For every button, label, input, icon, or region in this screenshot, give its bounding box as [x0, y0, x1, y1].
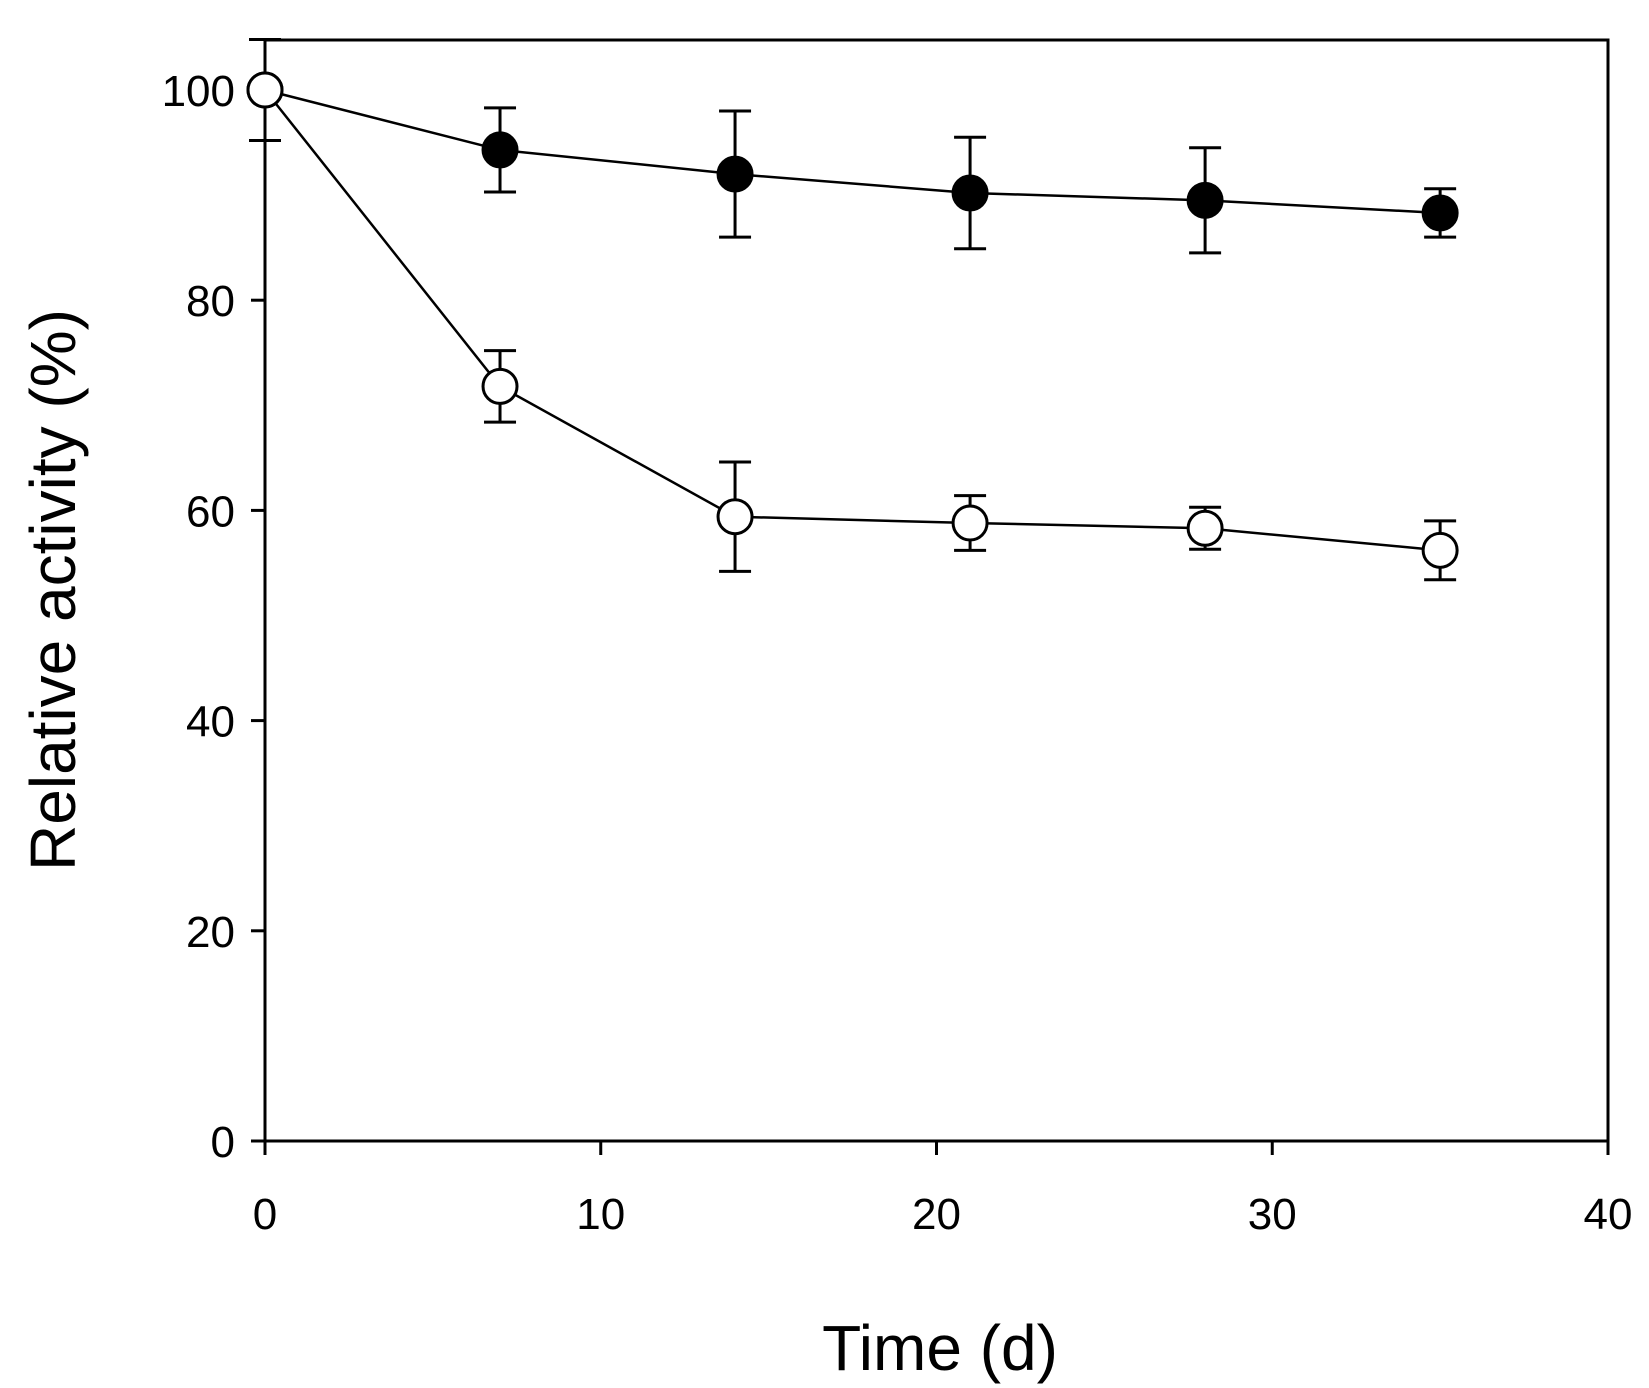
x-axis-title: Time (d): [822, 1312, 1058, 1384]
data-point: [951, 174, 989, 212]
x-tick-label: 40: [1584, 1190, 1633, 1239]
x-tick-label: 20: [912, 1190, 961, 1239]
data-point: [1421, 194, 1459, 232]
series-line: [264, 88, 1441, 215]
data-point: [716, 155, 754, 193]
data-point: [1186, 509, 1224, 547]
y-axis: 0 20 40 60 80 100: [162, 67, 265, 1167]
series-2: [246, 71, 1459, 582]
x-tick-label: 0: [253, 1190, 277, 1239]
series-1: [246, 38, 1459, 255]
y-axis-title: Relative activity (%): [17, 309, 89, 871]
data-point: [481, 131, 519, 169]
y-tick-label: 20: [186, 908, 235, 957]
series-line: [264, 89, 1441, 552]
series-layer: [246, 38, 1459, 582]
y-tick-label: 0: [211, 1118, 235, 1167]
data-point: [246, 71, 284, 109]
plot-border: [263, 38, 1610, 1143]
y-tick-label: 80: [186, 277, 235, 326]
y-tick-label: 100: [162, 67, 235, 116]
data-point: [716, 498, 754, 536]
y-tick-label: 60: [186, 487, 235, 536]
x-tick-label: 30: [1248, 1190, 1297, 1239]
y-tick-label: 40: [186, 698, 235, 747]
plot-frame: [263, 38, 1610, 1143]
x-tick-label: 10: [576, 1190, 625, 1239]
x-axis: 0 10 20 30 40: [253, 1141, 1633, 1239]
data-point: [481, 367, 519, 405]
data-point: [1421, 531, 1459, 569]
data-point: [1186, 181, 1224, 219]
data-point: [951, 504, 989, 542]
